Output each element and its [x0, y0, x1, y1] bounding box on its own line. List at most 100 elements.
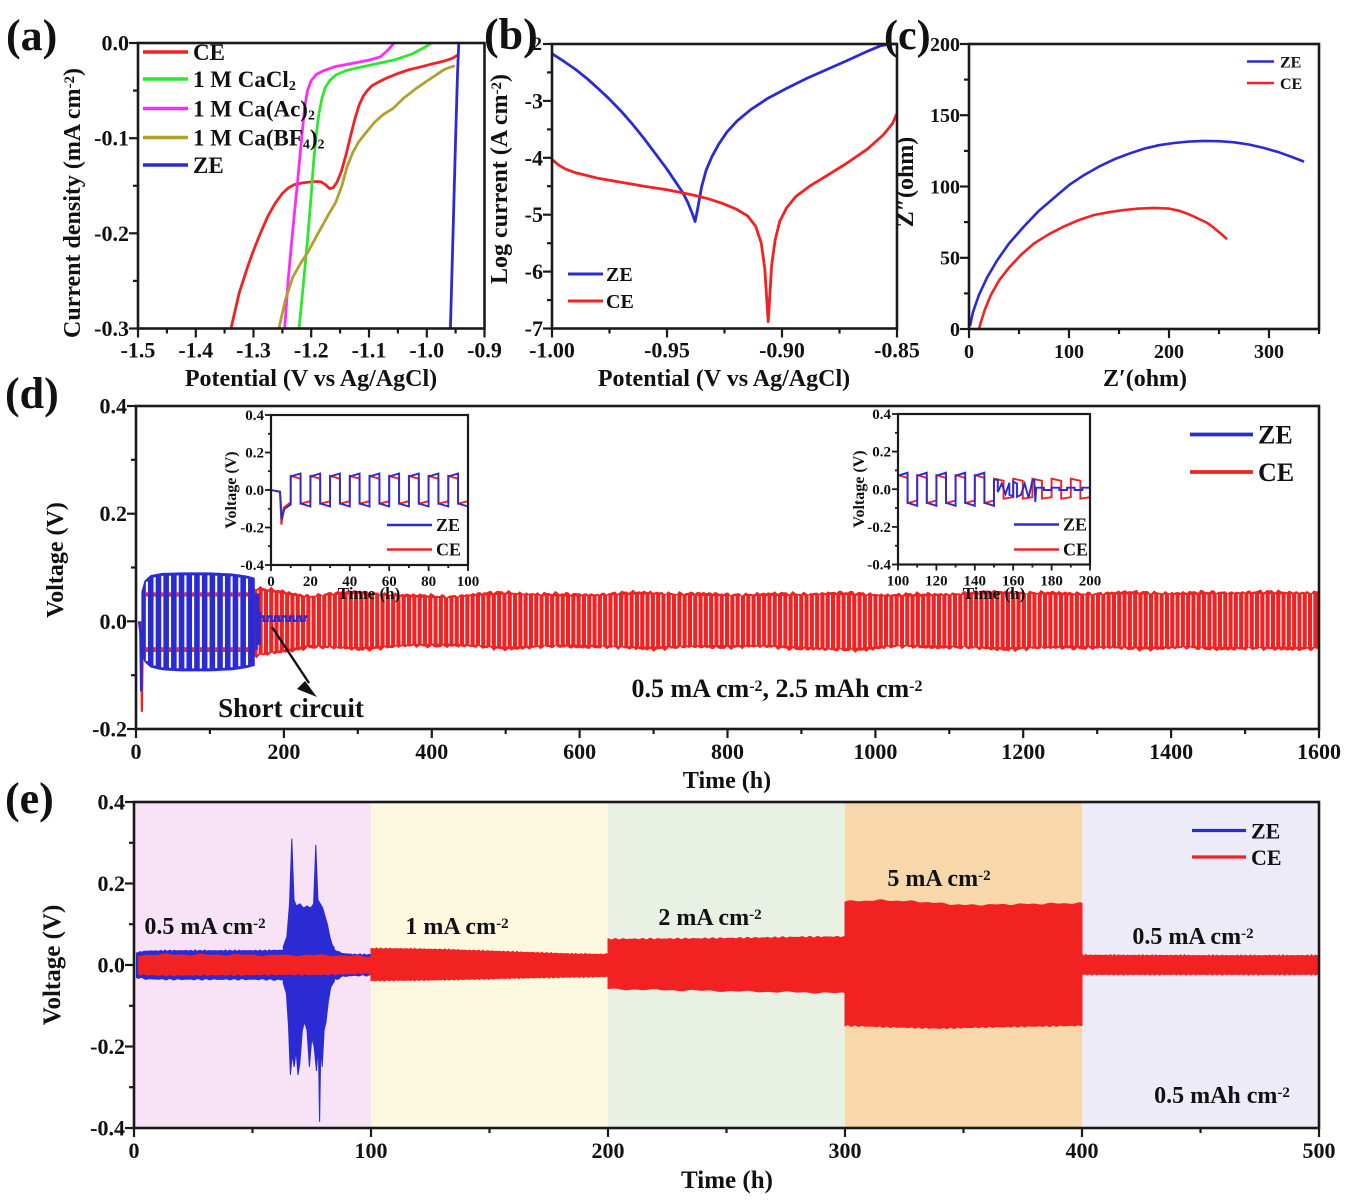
svg-text:100: 100: [457, 574, 480, 590]
svg-text:Voltage (V): Voltage (V): [39, 905, 66, 1026]
svg-text:Short circuit: Short circuit: [218, 693, 364, 723]
svg-text:Time (h): Time (h): [681, 1167, 773, 1194]
svg-text:1 M Ca(Ac)2: 1 M Ca(Ac)2: [193, 97, 315, 124]
svg-text:100: 100: [1054, 341, 1084, 363]
svg-text:-0.4: -0.4: [90, 1115, 125, 1140]
svg-text:40: 40: [342, 574, 357, 590]
svg-text:300: 300: [829, 1138, 862, 1163]
svg-text:0.2: 0.2: [100, 501, 128, 526]
svg-text:0.5 mAh cm-2: 0.5 mAh cm-2: [1154, 1083, 1290, 1109]
svg-text:400: 400: [415, 739, 448, 764]
svg-text:-1.1: -1.1: [352, 338, 387, 363]
svg-text:0.2: 0.2: [872, 445, 891, 461]
svg-text:1200: 1200: [1001, 739, 1045, 764]
svg-text:-0.2: -0.2: [92, 716, 127, 741]
svg-text:ZE: ZE: [436, 515, 460, 535]
svg-text:CE: CE: [1280, 76, 1302, 93]
svg-text:Voltage (V): Voltage (V): [223, 451, 240, 528]
svg-text:0.5 mA cm-2, 2.5 mAh cm-2: 0.5 mA cm-2, 2.5 mAh cm-2: [632, 674, 923, 703]
svg-text:0.4: 0.4: [245, 408, 264, 424]
svg-text:-0.4: -0.4: [240, 558, 264, 574]
svg-text:0.0: 0.0: [100, 609, 128, 634]
svg-text:-1.0: -1.0: [409, 338, 444, 363]
svg-text:200: 200: [592, 1138, 625, 1163]
svg-text:-0.90: -0.90: [759, 338, 805, 363]
svg-text:-0.2: -0.2: [867, 520, 891, 536]
svg-text:Current density (mA cm-2): Current density (mA cm-2): [60, 68, 86, 338]
svg-text:0.4: 0.4: [872, 407, 891, 423]
svg-text:Time (h): Time (h): [338, 584, 401, 603]
svg-text:Log current (A cm-2): Log current (A cm-2): [487, 74, 513, 284]
svg-text:500: 500: [1303, 1138, 1336, 1163]
svg-text:CE: CE: [1251, 845, 1282, 870]
svg-text:1400: 1400: [1149, 739, 1193, 764]
svg-text:60: 60: [382, 574, 397, 590]
svg-text:CE: CE: [1063, 540, 1088, 560]
svg-text:0.2: 0.2: [245, 446, 264, 462]
svg-text:-1.4: -1.4: [178, 338, 213, 363]
svg-text:ZE: ZE: [1258, 421, 1293, 450]
svg-text:-0.9: -0.9: [467, 338, 502, 363]
svg-text:0.0: 0.0: [98, 952, 126, 977]
svg-text:CE: CE: [436, 540, 461, 560]
svg-text:1 mA cm-2: 1 mA cm-2: [405, 914, 508, 940]
svg-text:1 M CaCl2: 1 M CaCl2: [193, 67, 296, 94]
svg-text:-1.2: -1.2: [294, 338, 329, 363]
svg-text:0.4: 0.4: [98, 789, 126, 814]
svg-text:(c): (c): [884, 13, 931, 59]
svg-text:CE: CE: [606, 291, 634, 313]
svg-text:0.0: 0.0: [245, 483, 264, 499]
svg-text:180: 180: [1040, 574, 1063, 590]
svg-text:-0.95: -0.95: [644, 338, 690, 363]
svg-text:(b): (b): [484, 10, 538, 59]
svg-text:300: 300: [1254, 341, 1284, 363]
svg-text:-0.85: -0.85: [874, 338, 920, 363]
svg-text:-0.2: -0.2: [90, 1034, 125, 1059]
svg-text:0.0: 0.0: [872, 482, 891, 498]
svg-text:Voltage (V): Voltage (V): [43, 502, 69, 618]
svg-text:Time (h): Time (h): [683, 768, 771, 794]
svg-text:5 mA cm-2: 5 mA cm-2: [887, 866, 990, 892]
svg-text:50: 50: [940, 248, 960, 270]
svg-text:ZE: ZE: [1280, 55, 1301, 72]
svg-text:CE: CE: [1258, 458, 1294, 487]
svg-text:100: 100: [355, 1138, 388, 1163]
svg-text:800: 800: [711, 739, 744, 764]
svg-text:100: 100: [887, 574, 910, 590]
svg-text:2 mA cm-2: 2 mA cm-2: [658, 905, 761, 931]
svg-text:-0.2: -0.2: [94, 221, 129, 246]
svg-text:80: 80: [421, 574, 436, 590]
svg-text:0.0: 0.0: [102, 30, 130, 55]
svg-text:0.4: 0.4: [100, 393, 128, 418]
svg-text:-0.1: -0.1: [94, 126, 129, 151]
svg-text:400: 400: [1066, 1138, 1099, 1163]
svg-text:-7: -7: [525, 316, 543, 341]
svg-text:Voltage (V): Voltage (V): [851, 450, 868, 527]
svg-text:0: 0: [267, 574, 275, 590]
svg-text:Potential (V vs Ag/AgCl): Potential (V vs Ag/AgCl): [598, 366, 850, 392]
svg-text:0: 0: [950, 319, 960, 341]
svg-text:-4: -4: [525, 145, 543, 170]
svg-text:Potential (V vs Ag/AgCl): Potential (V vs Ag/AgCl): [185, 366, 437, 392]
svg-text:Z′(ohm): Z′(ohm): [1103, 366, 1187, 392]
svg-text:200: 200: [1079, 574, 1102, 590]
svg-text:2: 2: [533, 34, 543, 55]
svg-text:ZE: ZE: [606, 264, 633, 286]
svg-text:ZE: ZE: [1063, 515, 1087, 535]
svg-text:200: 200: [267, 739, 300, 764]
svg-text:ZE: ZE: [193, 153, 224, 178]
svg-text:100: 100: [930, 176, 960, 198]
svg-text:-5: -5: [525, 202, 543, 227]
svg-text:-3: -3: [525, 88, 543, 113]
svg-text:1 M Ca(BF4)2: 1 M Ca(BF4)2: [193, 126, 325, 153]
svg-text:(e): (e): [5, 774, 54, 823]
svg-text:-0.4: -0.4: [867, 558, 891, 574]
svg-text:0.2: 0.2: [98, 871, 126, 896]
svg-text:(a): (a): [6, 11, 57, 60]
svg-text:ZE: ZE: [1251, 819, 1280, 844]
svg-text:-0.2: -0.2: [240, 521, 264, 537]
svg-text:200: 200: [1154, 341, 1184, 363]
svg-text:1000: 1000: [853, 739, 897, 764]
svg-text:0: 0: [131, 739, 142, 764]
svg-text:-1.00: -1.00: [529, 338, 575, 363]
